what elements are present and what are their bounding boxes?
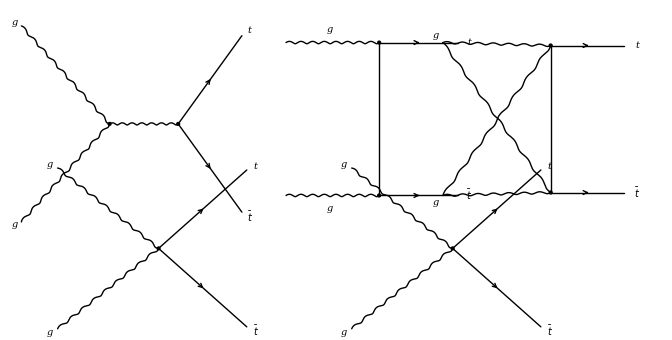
Text: g: g xyxy=(46,159,53,169)
Circle shape xyxy=(549,191,552,194)
Text: g: g xyxy=(341,328,347,337)
Circle shape xyxy=(451,247,454,250)
Circle shape xyxy=(549,44,552,47)
Circle shape xyxy=(177,122,179,125)
Circle shape xyxy=(378,194,380,197)
Text: $\bar{t}$: $\bar{t}$ xyxy=(247,210,253,224)
Text: $\bar{t}$: $\bar{t}$ xyxy=(546,324,553,338)
Text: $\bar{t}$: $\bar{t}$ xyxy=(466,188,472,203)
Text: $\bar{t}$: $\bar{t}$ xyxy=(634,186,640,200)
Text: t: t xyxy=(254,162,257,171)
Circle shape xyxy=(108,122,111,125)
Circle shape xyxy=(378,41,380,44)
Text: t: t xyxy=(548,162,552,171)
Text: g: g xyxy=(341,159,347,169)
Text: g: g xyxy=(433,198,439,207)
Text: g: g xyxy=(327,204,333,213)
Text: t: t xyxy=(468,38,471,47)
Text: g: g xyxy=(11,220,17,230)
Text: t: t xyxy=(248,26,252,35)
Circle shape xyxy=(157,247,160,250)
Text: t: t xyxy=(635,41,639,50)
Text: g: g xyxy=(327,25,333,34)
Text: g: g xyxy=(11,18,17,28)
Text: $\bar{t}$: $\bar{t}$ xyxy=(253,324,259,338)
Text: g: g xyxy=(46,328,53,337)
Text: g: g xyxy=(433,31,439,40)
